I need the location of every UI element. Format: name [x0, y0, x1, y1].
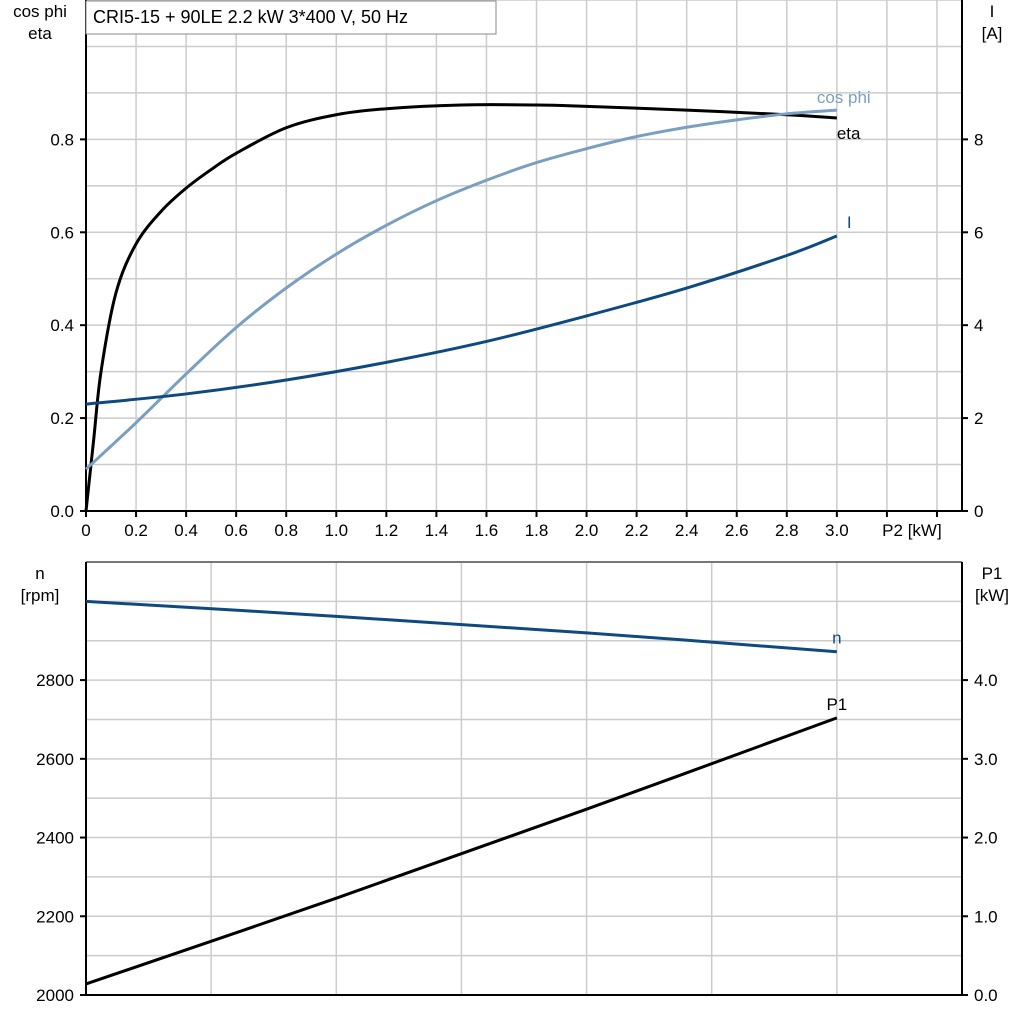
- y-left-tick-label: 0.6: [50, 223, 74, 242]
- bottom-chart: 2000 2200 2400 2600 2800 0.0 1.0 2.0 3.0 4.0 n [rpm…: [21, 561, 1009, 1005]
- y-left-tick-label: 0.2: [50, 409, 74, 428]
- y-left-tick-label: 2800: [36, 671, 74, 690]
- y-left-tick-label: 2000: [36, 986, 74, 1005]
- series-cos-phi-line: [84, 108, 837, 471]
- x-tick-label: 1.0: [324, 521, 348, 540]
- y-right-axis-label: I: [990, 2, 995, 21]
- x-tick-label: 2.2: [625, 521, 649, 540]
- x-tick-label: 0.2: [124, 521, 148, 540]
- y-left-axis-label: eta: [28, 24, 52, 43]
- y-right-tick-label: 4.0: [974, 671, 998, 690]
- x-tick-label: 0.8: [274, 521, 298, 540]
- y-right-tick-label: 8: [974, 130, 983, 149]
- series-eta-label: eta: [837, 124, 861, 143]
- title-box: CRI5-15 + 90LE 2.2 kW 3*400 V, 50 Hz: [85, 0, 497, 35]
- x-tick-label: 2.6: [725, 521, 749, 540]
- series-n-label: n: [832, 629, 841, 648]
- y-right-tick-label: 0: [974, 502, 983, 521]
- series-eta-line: [84, 103, 837, 512]
- y-right-tick-label: 3.0: [974, 750, 998, 769]
- y-right-tick-label: 2: [974, 409, 983, 428]
- x-tick-label: 1.6: [475, 521, 499, 540]
- x-tick-label: 1.4: [425, 521, 449, 540]
- x-tick-label: 2.0: [575, 521, 599, 540]
- y-left-axis-label: n: [35, 564, 44, 583]
- y-left-axis-label: cos phi: [13, 2, 67, 21]
- y-left-tick-label: 2600: [36, 750, 74, 769]
- x-tick-label: 2.4: [675, 521, 699, 540]
- y-left-tick-label: 2200: [36, 907, 74, 926]
- y-right-tick-label: 4: [974, 316, 983, 335]
- series-cos-phi-label: cos phi: [817, 88, 871, 107]
- y-right-tick-label: 1.0: [974, 907, 998, 926]
- series-n-line: [85, 599, 837, 654]
- y-right-tick-label: 0.0: [974, 986, 998, 1005]
- x-tick-label: 1.2: [375, 521, 399, 540]
- y-left-tick-label: 2400: [36, 829, 74, 848]
- series-P1-line: [85, 716, 838, 986]
- x-axis-label: P2 [kW]: [882, 521, 942, 540]
- y-right-axis-label: [A]: [982, 24, 1003, 43]
- y-left-tick-label: 0.0: [50, 502, 74, 521]
- x-tick-label: 0: [81, 521, 90, 540]
- y-left-tick-label: 0.4: [50, 316, 74, 335]
- series-I-label: I: [847, 213, 852, 232]
- x-tick-label: 1.8: [525, 521, 549, 540]
- top-chart: 0.0 0.2 0.4 0.6 0.8 0 2 4 6 8 0 0.2 0.4 0.6 0.8 1.0 1.2 1…: [13, 0, 1002, 540]
- y-left-axis-label: [rpm]: [21, 586, 60, 605]
- y-left-tick-label: 0.8: [50, 130, 74, 149]
- series-I-line: [85, 234, 838, 406]
- series-P1-label: P1: [826, 695, 847, 714]
- x-tick-label: 0.6: [224, 521, 248, 540]
- chart-title: CRI5-15 + 90LE 2.2 kW 3*400 V, 50 Hz: [93, 7, 408, 27]
- x-tick-label: 2.8: [775, 521, 799, 540]
- y-right-tick-label: 6: [974, 223, 983, 242]
- y-right-tick-label: 2.0: [974, 829, 998, 848]
- y-right-axis-label: P1: [982, 564, 1003, 583]
- x-tick-label: 3.0: [825, 521, 849, 540]
- x-tick-label: 0.4: [174, 521, 198, 540]
- y-right-axis-label: [kW]: [975, 586, 1009, 605]
